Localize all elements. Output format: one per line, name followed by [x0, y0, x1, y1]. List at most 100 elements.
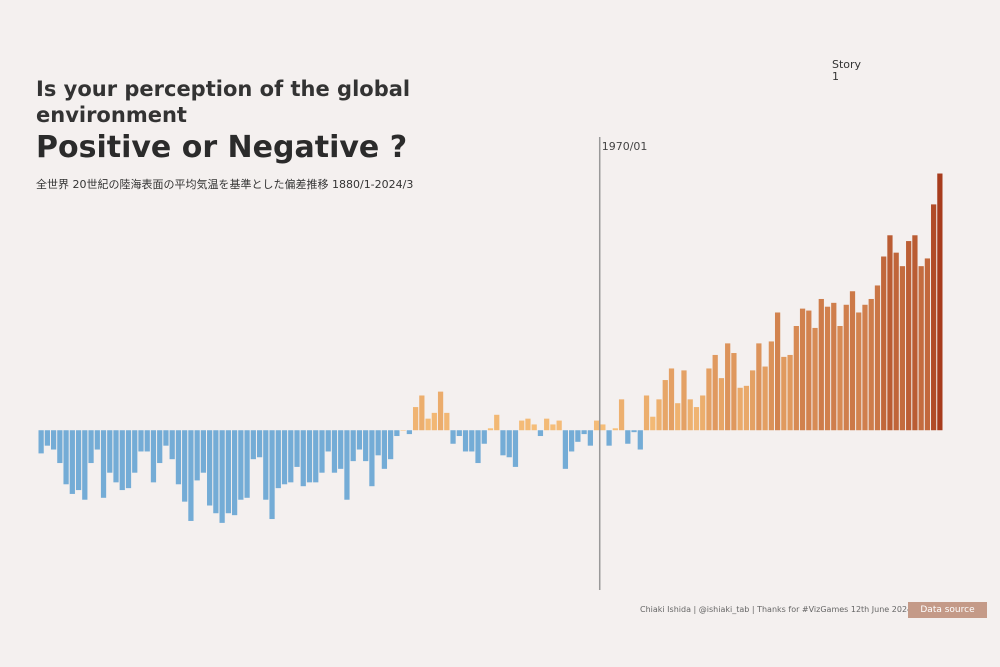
bar	[444, 412, 450, 431]
bar	[169, 430, 175, 460]
story-label[interactable]: Story 1	[832, 59, 872, 83]
bar	[350, 430, 356, 462]
bar	[369, 430, 375, 487]
bar	[575, 430, 581, 442]
bar	[681, 370, 687, 431]
bar	[113, 430, 119, 483]
bar	[806, 310, 812, 431]
bar	[494, 414, 500, 431]
bar	[182, 430, 188, 502]
bar	[693, 407, 700, 431]
bar	[207, 430, 213, 506]
bar	[50, 430, 57, 450]
subtitle: 全世界 20世紀の陸海表面の平均気温を基準とした偏差推移 1880/1-2024…	[36, 178, 414, 191]
bar	[125, 430, 132, 489]
headline: Positive or Negative ?	[36, 130, 408, 165]
bar	[837, 326, 843, 431]
bar	[500, 430, 506, 456]
bar	[587, 430, 593, 446]
bar	[812, 327, 818, 431]
story-text: Story	[832, 58, 862, 71]
bar	[219, 430, 225, 523]
data-source-button[interactable]: Data source	[908, 602, 987, 618]
bar	[856, 312, 862, 431]
bar	[450, 430, 456, 444]
bar	[94, 430, 100, 450]
bar	[437, 391, 444, 431]
bar	[731, 353, 737, 431]
story-number: 1	[832, 70, 839, 83]
bar	[506, 430, 512, 458]
bar	[706, 368, 712, 431]
bar	[768, 341, 774, 431]
bar	[144, 430, 150, 452]
bar	[793, 326, 799, 431]
bar	[394, 430, 400, 437]
bar	[63, 430, 69, 485]
bar	[519, 420, 525, 431]
bar	[618, 399, 625, 431]
bar	[868, 298, 874, 431]
bar	[263, 430, 269, 500]
bar	[849, 291, 856, 431]
bar	[662, 380, 668, 431]
bar	[244, 430, 250, 498]
bar	[400, 430, 406, 431]
bar	[306, 430, 313, 483]
bar	[331, 430, 338, 473]
bar	[700, 395, 706, 431]
bar	[294, 430, 300, 467]
bar	[375, 430, 381, 456]
bar	[319, 430, 325, 473]
bar	[163, 430, 169, 446]
bar	[44, 430, 50, 446]
bar	[600, 424, 606, 431]
bar	[650, 416, 656, 431]
bar	[344, 430, 350, 500]
bar	[712, 354, 718, 431]
bar	[887, 235, 893, 431]
bar	[281, 430, 288, 485]
bar	[787, 354, 793, 431]
bar	[381, 430, 388, 469]
bar	[200, 430, 207, 473]
bar	[100, 430, 107, 498]
bar	[225, 430, 231, 514]
bar	[899, 266, 906, 431]
bar	[88, 430, 94, 464]
bar	[643, 395, 650, 431]
bar	[288, 430, 294, 483]
bar	[818, 298, 824, 431]
bar	[862, 304, 868, 431]
bar	[612, 428, 618, 431]
bar	[300, 430, 306, 487]
bar	[774, 312, 781, 431]
bar	[843, 304, 849, 431]
bar	[250, 430, 256, 460]
bar	[425, 418, 431, 431]
bar	[668, 368, 675, 431]
bar	[238, 430, 244, 500]
bar	[38, 430, 44, 454]
bar	[550, 424, 556, 431]
bar	[750, 370, 756, 431]
bar	[781, 356, 787, 431]
bar	[325, 430, 331, 452]
bar	[725, 343, 731, 431]
bar	[924, 258, 931, 431]
bar	[462, 430, 469, 452]
bar	[625, 430, 631, 444]
credit: Chiaki Ishida | @ishiaki_tab | Thanks fo…	[640, 605, 913, 614]
bar	[874, 285, 881, 431]
bar	[157, 430, 163, 464]
bar	[456, 430, 462, 437]
bar	[656, 399, 662, 431]
bar	[275, 430, 281, 489]
bar	[562, 430, 569, 469]
bar	[338, 430, 344, 469]
bar	[525, 418, 531, 431]
bar	[175, 430, 182, 485]
bar	[487, 428, 494, 431]
bar	[194, 430, 200, 481]
